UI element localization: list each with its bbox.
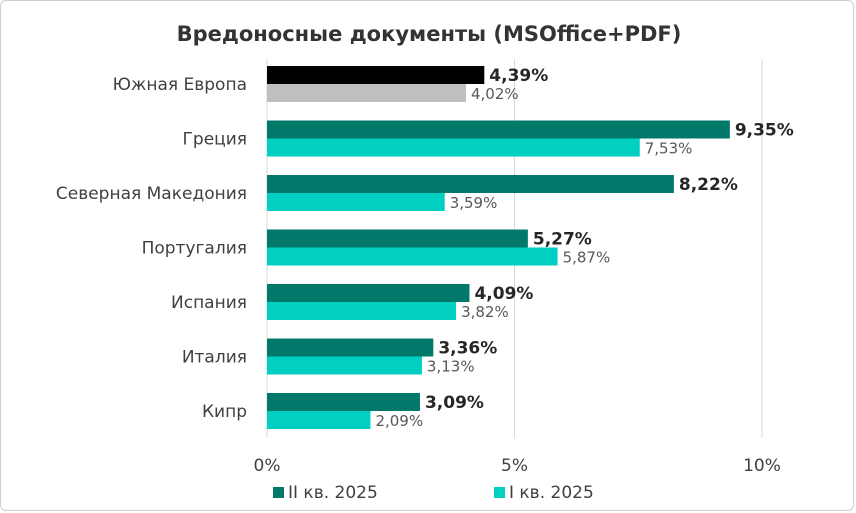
data-label: 7,53% xyxy=(645,140,693,158)
bar xyxy=(267,84,466,102)
chart-title: Вредоносные документы (MSOffice+PDF) xyxy=(177,22,682,46)
category-label: Португалия xyxy=(142,239,247,259)
bar xyxy=(267,138,640,157)
bar xyxy=(267,284,470,302)
legend-swatch xyxy=(273,487,284,498)
data-label: 4,09% xyxy=(474,284,533,304)
data-label: 8,22% xyxy=(679,175,738,195)
data-label: 5,87% xyxy=(563,249,611,267)
bar xyxy=(267,338,434,357)
data-label: 3,13% xyxy=(427,358,475,376)
data-label: 9,35% xyxy=(735,121,794,141)
data-label: 5,27% xyxy=(533,230,592,250)
bar xyxy=(267,411,371,429)
category-label: Кипр xyxy=(202,402,247,422)
data-label: 2,09% xyxy=(375,412,423,430)
bar xyxy=(267,193,445,211)
data-label: 3,09% xyxy=(425,393,484,413)
x-axis-tick-labels: 0% 5% 10% xyxy=(254,456,781,476)
category-label: Испания xyxy=(171,293,247,313)
bar xyxy=(267,175,674,193)
legend-label: I кв. 2025 xyxy=(509,483,594,503)
category-label: Южная Европа xyxy=(113,75,247,95)
data-label: 4,39% xyxy=(489,66,548,86)
bar xyxy=(267,120,730,139)
bar xyxy=(267,229,528,248)
data-label: 3,36% xyxy=(438,339,497,359)
value-labels: 4,39%4,02% 9,35% 7,53% 8,22% 3,59% 5,27%5,87%… xyxy=(375,66,793,430)
data-label: 3,82% xyxy=(461,303,509,321)
bars xyxy=(267,66,730,429)
legend: II кв. 2025 I кв. 2025 xyxy=(273,483,594,503)
bar xyxy=(267,393,420,411)
category-label: Греция xyxy=(183,130,247,150)
legend-swatch xyxy=(494,487,505,498)
x-tick-label: 5% xyxy=(501,456,528,476)
category-label: Северная Македония xyxy=(56,184,247,204)
bar xyxy=(267,247,558,266)
data-label: 4,02% xyxy=(471,85,519,103)
bar xyxy=(267,356,422,375)
x-tick-label: 0% xyxy=(254,456,281,476)
data-label: 3,59% xyxy=(450,194,498,212)
category-labels: Южная Европа Греция Северная Македония Порт… xyxy=(56,75,247,422)
legend-label: II кв. 2025 xyxy=(288,483,378,503)
x-tick-label: 10% xyxy=(743,456,781,476)
bar xyxy=(267,302,457,320)
bar xyxy=(267,66,485,84)
category-label: Италия xyxy=(182,348,247,368)
